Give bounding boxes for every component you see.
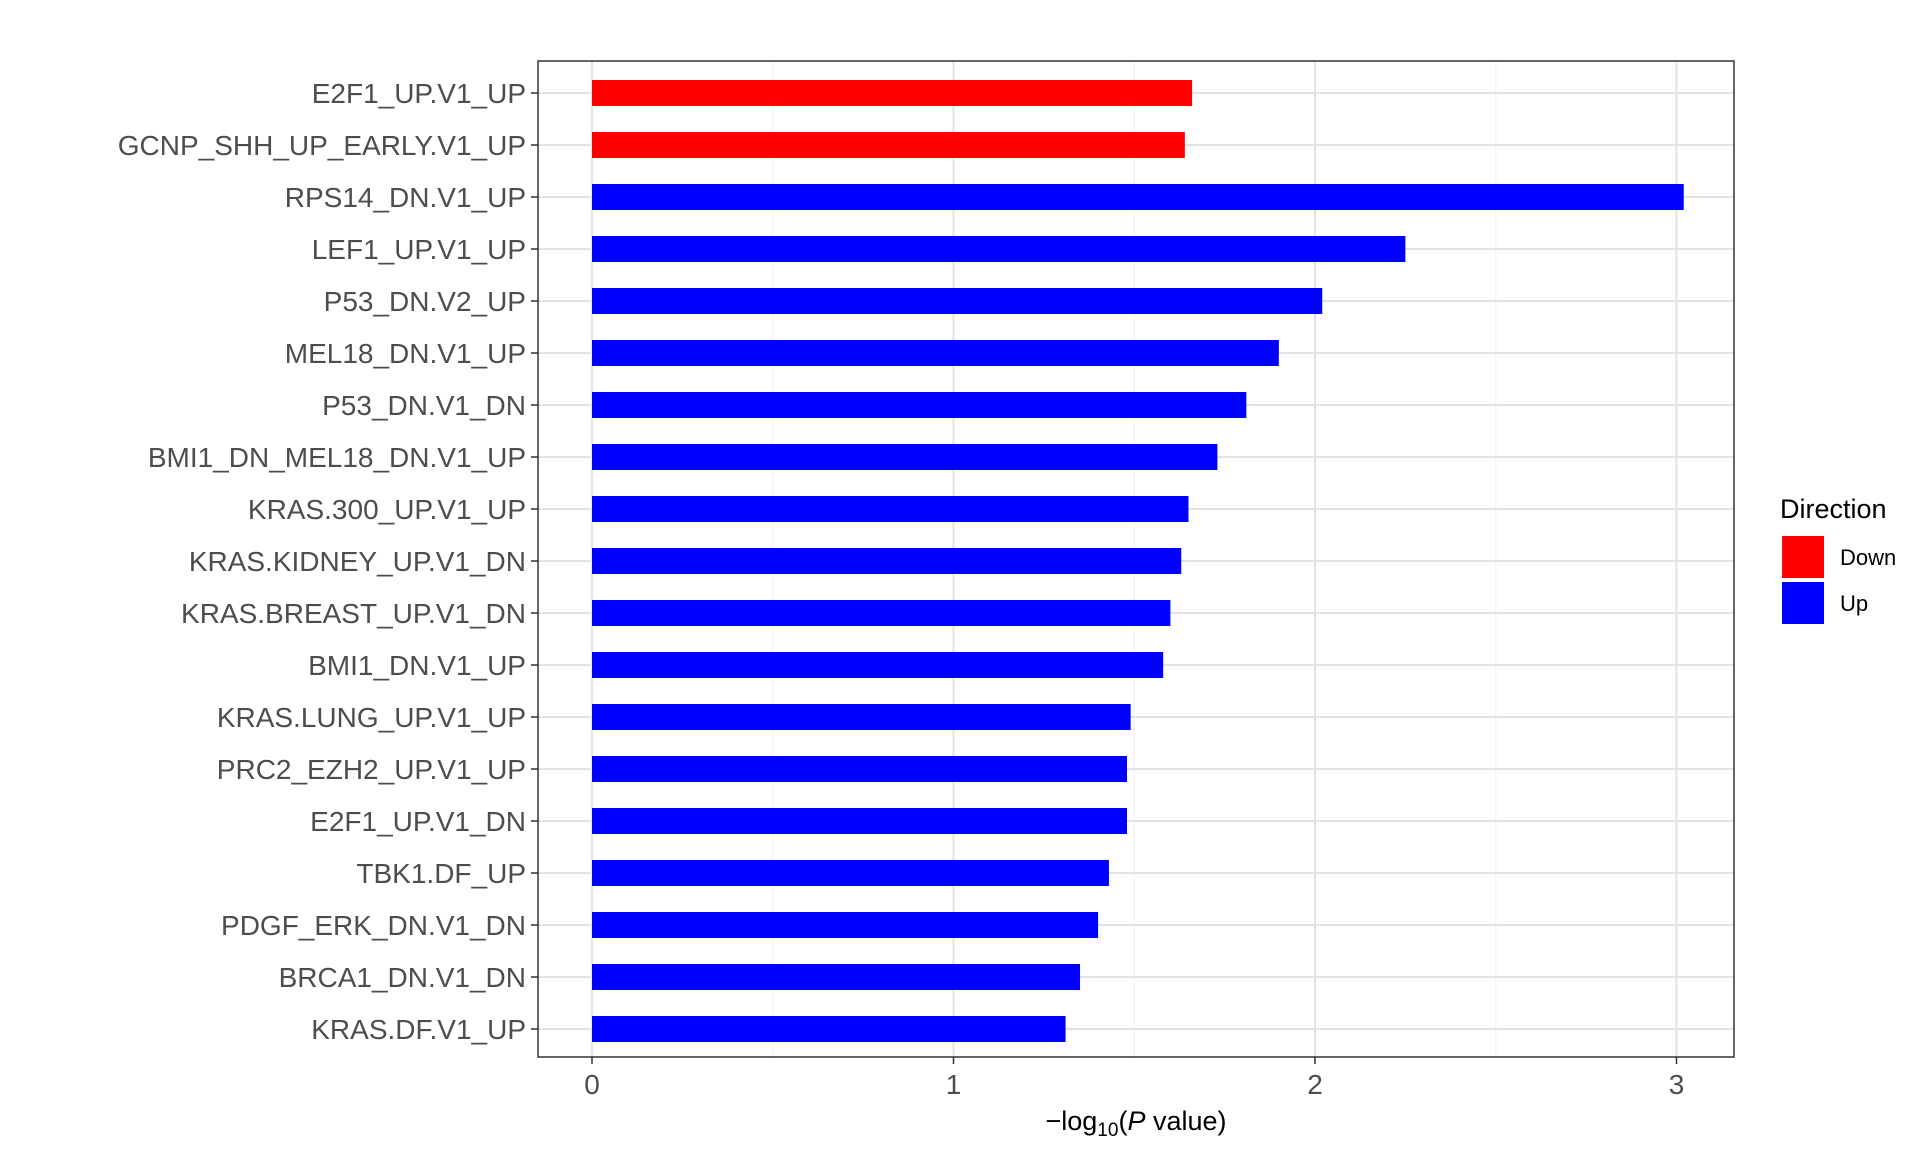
y-tick-label: TBK1.DF_UP <box>356 858 526 889</box>
y-tick-label: GCNP_SHH_UP_EARLY.V1_UP <box>118 130 526 161</box>
bar-brca1-dn-v1-dn <box>592 964 1081 990</box>
y-tick-label: KRAS.KIDNEY_UP.V1_DN <box>189 546 526 577</box>
bar-layer <box>592 80 1684 1042</box>
bar-bmi1-dn-v1-up <box>592 652 1164 678</box>
bar-gcnp-shh-up-early-v1-up <box>592 132 1185 158</box>
y-tick-label: E2F1_UP.V1_UP <box>312 78 526 109</box>
y-tick-label: P53_DN.V2_UP <box>324 286 526 317</box>
x-tick-label: 3 <box>1669 1069 1685 1100</box>
legend: Direction Down Up <box>1780 494 1896 624</box>
legend-entries: Down Up <box>1782 536 1896 624</box>
legend-key-up <box>1782 582 1824 624</box>
bar-p53-dn-v1-dn <box>592 392 1247 418</box>
bar-pdgf-erk-dn-v1-dn <box>592 912 1099 938</box>
y-tick-label: KRAS.BREAST_UP.V1_DN <box>181 598 526 629</box>
y-tick-label: LEF1_UP.V1_UP <box>312 234 526 265</box>
bar-kras-breast-up-v1-dn <box>592 600 1171 626</box>
y-tick-label: KRAS.DF.V1_UP <box>311 1014 526 1045</box>
x-tick-label: 0 <box>584 1069 600 1100</box>
y-tick-label: RPS14_DN.V1_UP <box>285 182 526 213</box>
bar-bmi1-dn-mel18-dn-v1-up <box>592 444 1218 470</box>
x-axis-title-open: ( <box>1118 1106 1127 1136</box>
legend-label-up: Up <box>1840 591 1868 616</box>
bar-e2f1-up-v1-up <box>592 80 1193 106</box>
x-axis-title-subscript: 10 <box>1097 1120 1118 1141</box>
x-tick-label: 1 <box>946 1069 962 1100</box>
bar-rps14-dn-v1-up <box>592 184 1684 210</box>
legend-label-down: Down <box>1840 545 1896 570</box>
bar-kras-df-v1-up <box>592 1016 1066 1042</box>
legend-key-down <box>1782 536 1824 578</box>
bar-e2f1-up-v1-dn <box>592 808 1128 834</box>
bar-mel18-dn-v1-up <box>592 340 1279 366</box>
legend-title: Direction <box>1780 494 1887 524</box>
x-axis-title-italic: P <box>1127 1106 1145 1136</box>
x-axis-title: −log10(P value) <box>1045 1106 1226 1141</box>
y-tick-label: PDGF_ERK_DN.V1_DN <box>221 910 526 941</box>
x-axis-title-rest: value) <box>1145 1106 1226 1136</box>
x-axis-title-prefix: −log <box>1045 1106 1097 1136</box>
y-tick-label: KRAS.LUNG_UP.V1_UP <box>217 702 526 733</box>
y-tick-label: E2F1_UP.V1_DN <box>310 806 526 837</box>
y-axis: E2F1_UP.V1_UP GCNP_SHH_UP_EARLY.V1_UP RPS1… <box>118 78 538 1045</box>
bar-p53-dn-v2-up <box>592 288 1323 314</box>
y-tick-label: BMI1_DN.V1_UP <box>308 650 526 681</box>
y-tick-label: P53_DN.V1_DN <box>322 390 526 421</box>
y-tick-label: KRAS.300_UP.V1_UP <box>248 494 526 525</box>
y-tick-label: BMI1_DN_MEL18_DN.V1_UP <box>148 442 526 473</box>
y-tick-label: MEL18_DN.V1_UP <box>285 338 526 369</box>
bar-kras-lung-up-v1-up <box>592 704 1131 730</box>
x-axis: 0 1 2 3 <box>584 1057 1684 1100</box>
bar-tbk1-df-up <box>592 860 1109 886</box>
bar-kras-300-up-v1-up <box>592 496 1189 522</box>
panel-border <box>537 60 1735 1058</box>
bar-lef1-up-v1-up <box>592 236 1406 262</box>
y-tick-label: BRCA1_DN.V1_DN <box>279 962 526 993</box>
bar-prc2-ezh2-up-v1-up <box>592 756 1128 782</box>
x-tick-label: 2 <box>1307 1069 1323 1100</box>
bar-kras-kidney-up-v1-dn <box>592 548 1182 574</box>
y-tick-label: PRC2_EZH2_UP.V1_UP <box>217 754 526 785</box>
